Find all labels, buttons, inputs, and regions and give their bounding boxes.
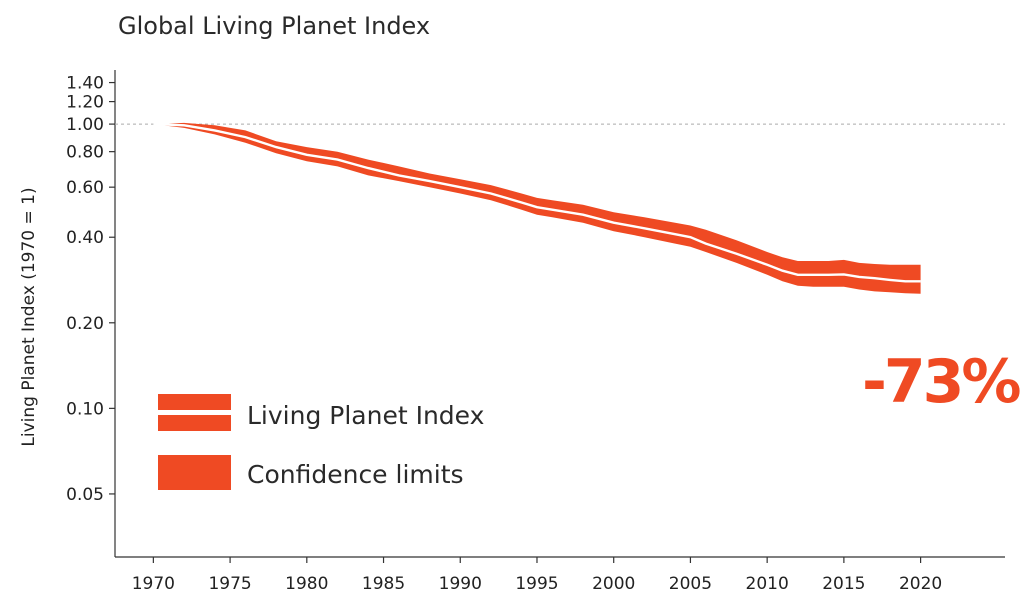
x-tick-label: 1975 — [208, 574, 251, 594]
x-tick-label: 1990 — [439, 574, 482, 594]
x-tick-label: 1985 — [362, 574, 405, 594]
x-tick-label: 2005 — [669, 574, 712, 594]
y-tick-label: 0.60 — [66, 178, 104, 198]
y-tick-label: 0.10 — [66, 399, 104, 419]
index-line — [153, 122, 921, 283]
x-ticks: 1970 1975 1980 1985 1990 1995 2000 2005 2010 2015… — [132, 557, 942, 594]
y-tick-label: 0.40 — [66, 228, 104, 248]
chart-title: Global Living Planet Index — [118, 12, 431, 40]
y-tick-label: 1.00 — [66, 115, 104, 135]
x-tick-label: 2020 — [899, 574, 942, 594]
legend-swatch-index-line — [158, 410, 231, 415]
legend-label-index: Living Planet Index — [247, 401, 484, 430]
y-tick-label: 1.40 — [66, 74, 104, 94]
y-axis-label: Living Planet Index (1970 = 1) — [19, 187, 39, 446]
x-tick-label: 2000 — [592, 574, 635, 594]
x-tick-label: 2010 — [746, 574, 789, 594]
y-tick-label: 0.20 — [66, 314, 104, 334]
legend-item-confidence: Confidence limits — [158, 455, 464, 490]
legend-swatch-confidence — [158, 455, 231, 490]
decline-annotation: -73% — [862, 347, 1020, 417]
y-ticks: 0.05 0.10 0.20 0.40 0.60 0.80 1.001.201.40 — [66, 74, 115, 505]
x-tick-label: 1980 — [285, 574, 328, 594]
x-tick-label: 1995 — [515, 574, 558, 594]
x-tick-label: 2015 — [822, 574, 865, 594]
x-tick-label: 1970 — [132, 574, 175, 594]
y-tick-label: 1.20 — [66, 93, 104, 113]
legend: Living Planet Index Confidence limits — [158, 394, 484, 490]
y-tick-label: 0.80 — [66, 143, 104, 163]
legend-label-confidence: Confidence limits — [247, 460, 464, 489]
legend-item-index: Living Planet Index — [158, 394, 484, 431]
y-tick-label: 0.05 — [66, 485, 104, 505]
